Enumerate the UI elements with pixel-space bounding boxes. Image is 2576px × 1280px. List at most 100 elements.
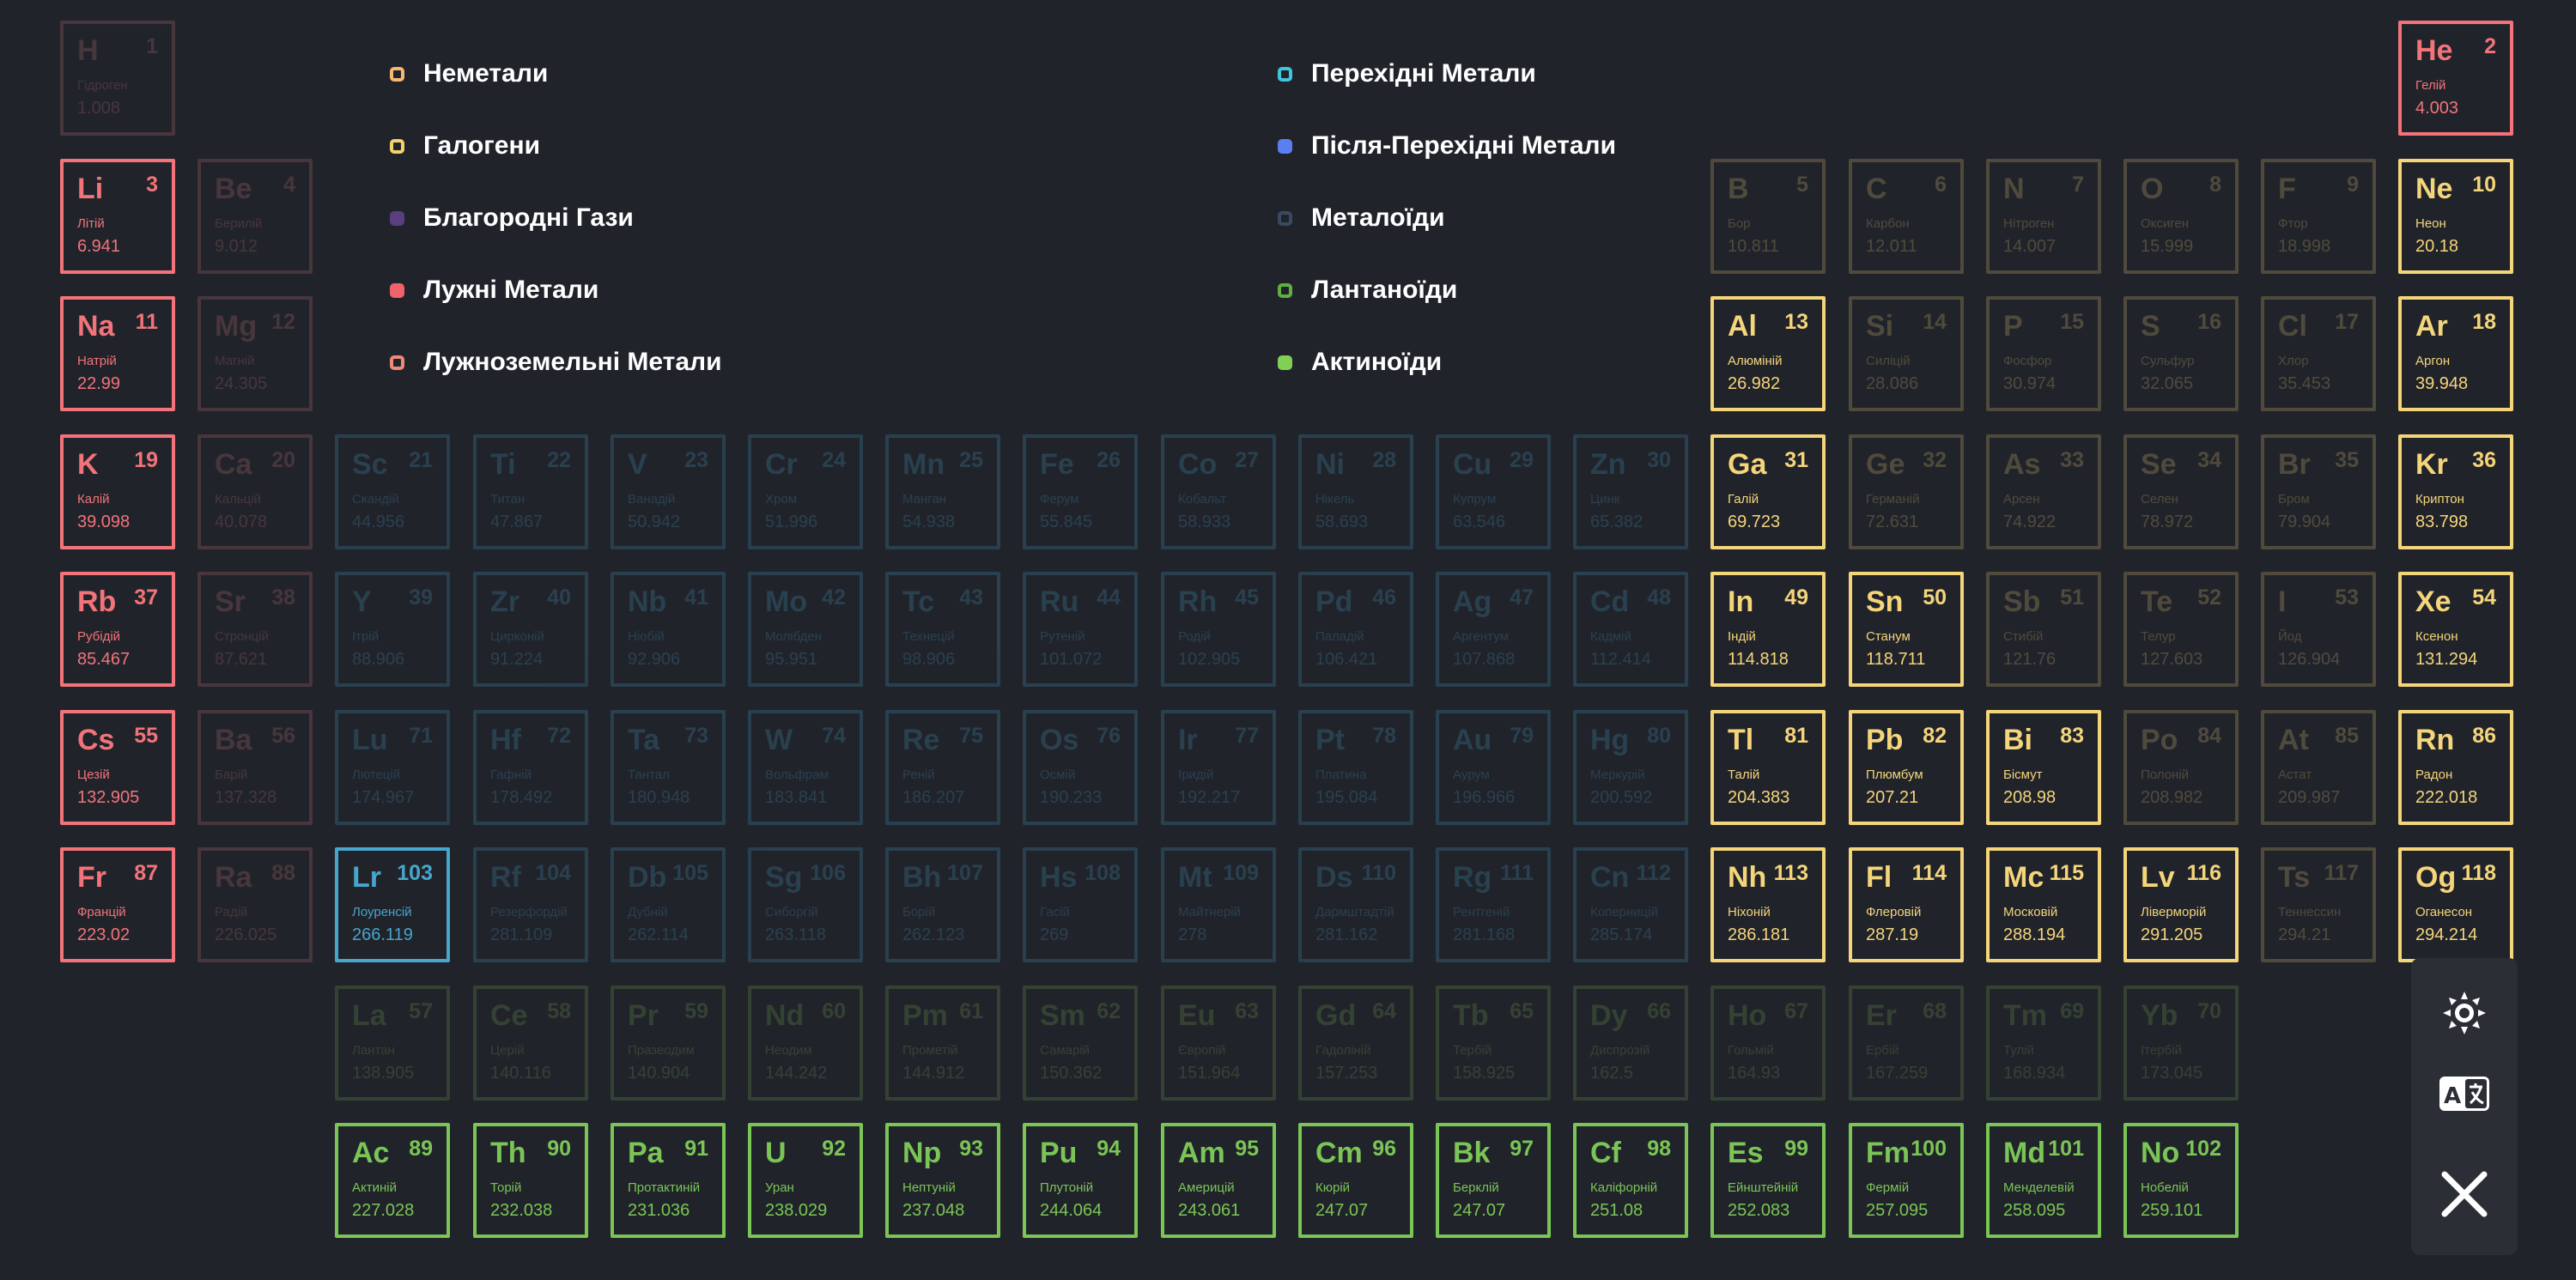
element-tile[interactable]: Mg 12 Магній 24.305 bbox=[197, 296, 313, 411]
element-tile[interactable]: Pt 78 Платина 195.084 bbox=[1298, 710, 1413, 825]
element-tile[interactable]: Cu 29 Купрум 63.546 bbox=[1436, 434, 1551, 549]
element-tile[interactable]: Yb 70 Ітербій 173.045 bbox=[2123, 986, 2239, 1101]
element-tile[interactable]: S 16 Сульфур 32.065 bbox=[2123, 296, 2239, 411]
element-tile[interactable]: N 7 Нітроген 14.007 bbox=[1986, 159, 2101, 274]
element-tile[interactable]: Er 68 Ербій 167.259 bbox=[1849, 986, 1964, 1101]
element-tile[interactable]: Nd 60 Неодим 144.242 bbox=[748, 986, 863, 1101]
element-tile[interactable]: Ga 31 Галій 69.723 bbox=[1710, 434, 1826, 549]
element-tile[interactable]: Pu 94 Плутоній 244.064 bbox=[1023, 1123, 1138, 1238]
element-tile[interactable]: Hf 72 Гафній 178.492 bbox=[473, 710, 588, 825]
element-tile[interactable]: Cn 112 Коперницій 285.174 bbox=[1573, 847, 1688, 962]
element-tile[interactable]: Md 101 Менделевій 258.095 bbox=[1986, 1123, 2101, 1238]
element-tile[interactable]: Og 118 Оганесон 294.214 bbox=[2398, 847, 2513, 962]
element-tile[interactable]: K 19 Калій 39.098 bbox=[60, 434, 175, 549]
element-tile[interactable]: No 102 Нобелій 259.101 bbox=[2123, 1123, 2239, 1238]
element-tile[interactable]: Nh 113 Ніхоній 286.181 bbox=[1710, 847, 1826, 962]
element-tile[interactable]: Tc 43 Технецій 98.906 bbox=[885, 572, 1000, 687]
element-tile[interactable]: Pa 91 Протактиній 231.036 bbox=[611, 1123, 726, 1238]
element-tile[interactable]: Ra 88 Радій 226.025 bbox=[197, 847, 313, 962]
element-tile[interactable]: P 15 Фосфор 30.974 bbox=[1986, 296, 2101, 411]
element-tile[interactable]: Be 4 Берилій 9.012 bbox=[197, 159, 313, 274]
element-tile[interactable]: Ir 77 Іридій 192.217 bbox=[1161, 710, 1276, 825]
element-tile[interactable]: Co 27 Кобальт 58.933 bbox=[1161, 434, 1276, 549]
element-tile[interactable]: Li 3 Літій 6.941 bbox=[60, 159, 175, 274]
element-tile[interactable]: Lr 103 Лоуренсій 266.119 bbox=[335, 847, 450, 962]
element-tile[interactable]: Si 14 Силіцій 28.086 bbox=[1849, 296, 1964, 411]
element-tile[interactable]: Sb 51 Стибій 121.76 bbox=[1986, 572, 2101, 687]
element-tile[interactable]: Rf 104 Резерфордій 281.109 bbox=[473, 847, 588, 962]
element-tile[interactable]: H 1 Гідроген 1.008 bbox=[60, 21, 175, 136]
language-button[interactable]: A bbox=[2411, 1068, 2518, 1119]
element-tile[interactable]: Y 39 Ітрій 88.906 bbox=[335, 572, 450, 687]
element-tile[interactable]: Xe 54 Ксенон 131.294 bbox=[2398, 572, 2513, 687]
element-tile[interactable]: Ca 20 Кальцій 40.078 bbox=[197, 434, 313, 549]
element-tile[interactable]: U 92 Уран 238.029 bbox=[748, 1123, 863, 1238]
element-tile[interactable]: Pr 59 Празеодим 140.904 bbox=[611, 986, 726, 1101]
element-tile[interactable]: Ru 44 Рутеній 101.072 bbox=[1023, 572, 1138, 687]
theme-toggle-button[interactable] bbox=[2411, 987, 2518, 1039]
legend-item[interactable]: Лужноземельні Метали bbox=[390, 345, 722, 379]
element-tile[interactable]: At 85 Астат 209.987 bbox=[2261, 710, 2376, 825]
element-tile[interactable]: Au 79 Аурум 196.966 bbox=[1436, 710, 1551, 825]
element-tile[interactable]: Fe 26 Ферум 55.845 bbox=[1023, 434, 1138, 549]
element-tile[interactable]: Mc 115 Московій 288.194 bbox=[1986, 847, 2101, 962]
element-tile[interactable]: Se 34 Селен 78.972 bbox=[2123, 434, 2239, 549]
element-tile[interactable]: Gd 64 Гадоліній 157.253 bbox=[1298, 986, 1413, 1101]
element-tile[interactable]: Zn 30 Цинк 65.382 bbox=[1573, 434, 1688, 549]
element-tile[interactable]: Am 95 Америцій 243.061 bbox=[1161, 1123, 1276, 1238]
element-tile[interactable]: F 9 Фтор 18.998 bbox=[2261, 159, 2376, 274]
element-tile[interactable]: Cl 17 Хлор 35.453 bbox=[2261, 296, 2376, 411]
element-tile[interactable]: Es 99 Ейнштейній 252.083 bbox=[1710, 1123, 1826, 1238]
element-tile[interactable]: Sn 50 Станум 118.711 bbox=[1849, 572, 1964, 687]
element-tile[interactable]: Cd 48 Кадмій 112.414 bbox=[1573, 572, 1688, 687]
element-tile[interactable]: Ds 110 Дармштадтій 281.162 bbox=[1298, 847, 1413, 962]
close-button[interactable] bbox=[2411, 1164, 2518, 1224]
element-tile[interactable]: Cm 96 Кюрій 247.07 bbox=[1298, 1123, 1413, 1238]
element-tile[interactable]: Tl 81 Талій 204.383 bbox=[1710, 710, 1826, 825]
element-tile[interactable]: Rb 37 Рубідій 85.467 bbox=[60, 572, 175, 687]
element-tile[interactable]: Os 76 Осмій 190.233 bbox=[1023, 710, 1138, 825]
element-tile[interactable]: Bi 83 Бісмут 208.98 bbox=[1986, 710, 2101, 825]
element-tile[interactable]: Rn 86 Радон 222.018 bbox=[2398, 710, 2513, 825]
element-tile[interactable]: Ge 32 Германій 72.631 bbox=[1849, 434, 1964, 549]
element-tile[interactable]: Cf 98 Каліфорній 251.08 bbox=[1573, 1123, 1688, 1238]
element-tile[interactable]: Sm 62 Самарій 150.362 bbox=[1023, 986, 1138, 1101]
element-tile[interactable]: V 23 Ванадій 50.942 bbox=[611, 434, 726, 549]
element-tile[interactable]: Hs 108 Гасій 269 bbox=[1023, 847, 1138, 962]
element-tile[interactable]: Ar 18 Аргон 39.948 bbox=[2398, 296, 2513, 411]
legend-item[interactable]: Після-Перехідні Метали bbox=[1278, 129, 1616, 163]
element-tile[interactable]: Sc 21 Скандій 44.956 bbox=[335, 434, 450, 549]
element-tile[interactable]: Fl 114 Флеровій 287.19 bbox=[1849, 847, 1964, 962]
element-tile[interactable]: Na 11 Натрій 22.99 bbox=[60, 296, 175, 411]
element-tile[interactable]: Pd 46 Паладій 106.421 bbox=[1298, 572, 1413, 687]
element-tile[interactable]: C 6 Карбон 12.011 bbox=[1849, 159, 1964, 274]
element-tile[interactable]: Nb 41 Ніобій 92.906 bbox=[611, 572, 726, 687]
element-tile[interactable]: Th 90 Торій 232.038 bbox=[473, 1123, 588, 1238]
element-tile[interactable]: Ta 73 Тантал 180.948 bbox=[611, 710, 726, 825]
element-tile[interactable]: Lu 71 Лютецій 174.967 bbox=[335, 710, 450, 825]
element-tile[interactable]: Np 93 Нептуній 237.048 bbox=[885, 1123, 1000, 1238]
element-tile[interactable]: Ts 117 Теннессин 294.21 bbox=[2261, 847, 2376, 962]
element-tile[interactable]: Ac 89 Актиній 227.028 bbox=[335, 1123, 450, 1238]
legend-item[interactable]: Неметали bbox=[390, 57, 548, 91]
element-tile[interactable]: Kr 36 Криптон 83.798 bbox=[2398, 434, 2513, 549]
element-tile[interactable]: Sr 38 Стронцій 87.621 bbox=[197, 572, 313, 687]
legend-item[interactable]: Лантаноїди bbox=[1278, 273, 1457, 307]
element-tile[interactable]: Fm 100 Фермій 257.095 bbox=[1849, 1123, 1964, 1238]
element-tile[interactable]: In 49 Індій 114.818 bbox=[1710, 572, 1826, 687]
element-tile[interactable]: I 53 Йод 126.904 bbox=[2261, 572, 2376, 687]
element-tile[interactable]: Ne 10 Неон 20.18 bbox=[2398, 159, 2513, 274]
element-tile[interactable]: Br 35 Бром 79.904 bbox=[2261, 434, 2376, 549]
element-tile[interactable]: Tm 69 Тулій 168.934 bbox=[1986, 986, 2101, 1101]
element-tile[interactable]: Bh 107 Борій 262.123 bbox=[885, 847, 1000, 962]
element-tile[interactable]: Re 75 Реній 186.207 bbox=[885, 710, 1000, 825]
element-tile[interactable]: Pb 82 Плюмбум 207.21 bbox=[1849, 710, 1964, 825]
element-tile[interactable]: Rh 45 Родій 102.905 bbox=[1161, 572, 1276, 687]
element-tile[interactable]: Lv 116 Ліверморій 291.205 bbox=[2123, 847, 2239, 962]
element-tile[interactable]: Bk 97 Берклій 247.07 bbox=[1436, 1123, 1551, 1238]
element-tile[interactable]: Rg 111 Рентгеній 281.168 bbox=[1436, 847, 1551, 962]
element-tile[interactable]: Fr 87 Францій 223.02 bbox=[60, 847, 175, 962]
element-tile[interactable]: Mo 42 Молібден 95.951 bbox=[748, 572, 863, 687]
element-tile[interactable]: Ce 58 Церій 140.116 bbox=[473, 986, 588, 1101]
element-tile[interactable]: Zr 40 Цирконій 91.224 bbox=[473, 572, 588, 687]
